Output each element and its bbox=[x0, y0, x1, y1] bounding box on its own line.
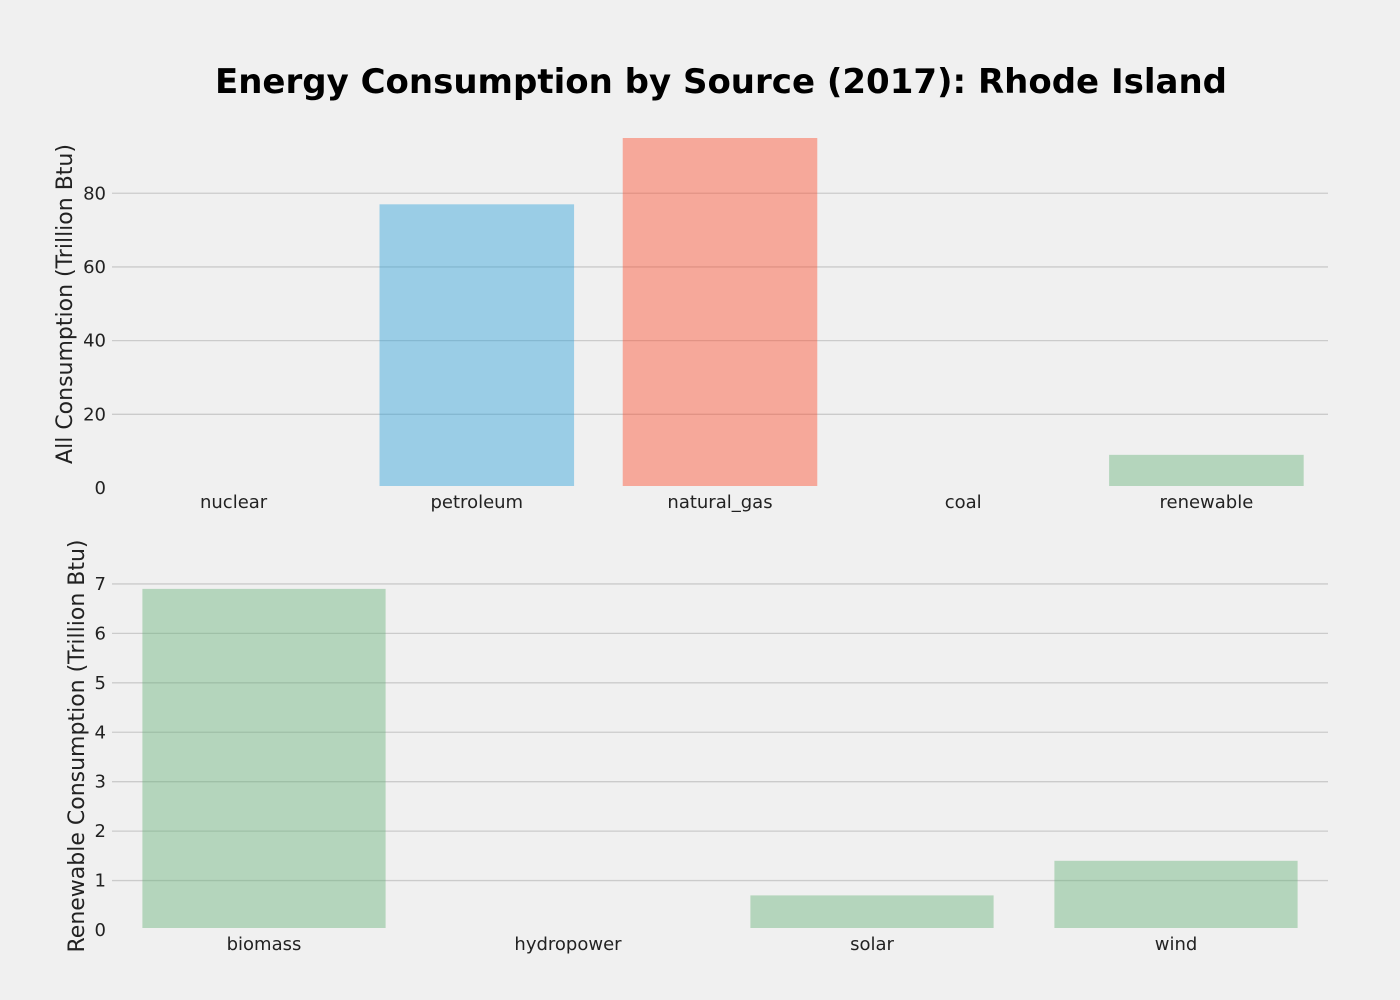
all-consumption-bar-renewable bbox=[1109, 454, 1304, 486]
all-consumption-x-tick-label-petroleum: petroleum bbox=[431, 492, 524, 513]
renewable-consumption-y-tick-label: 6 bbox=[95, 623, 106, 644]
renewable-consumption-bar-solar bbox=[750, 895, 994, 928]
all-consumption-bars bbox=[379, 138, 1304, 486]
renewable-consumption-x-tick-label-solar: solar bbox=[850, 934, 894, 955]
all-consumption-bar-petroleum bbox=[379, 204, 575, 486]
renewable-consumption-y-tick-label: 5 bbox=[95, 673, 106, 694]
renewable-consumption-y-ticks: 0 1 2 3 4 5 6 7 bbox=[95, 574, 106, 941]
all-consumption-y-tick-label: 40 bbox=[83, 331, 106, 352]
renewable-consumption-x-tick-label-wind: wind bbox=[1155, 934, 1198, 955]
renewable-consumption-bar-biomass bbox=[142, 588, 386, 928]
all-consumption-y-tick-label: 80 bbox=[83, 183, 106, 204]
renewable-consumption-bars bbox=[142, 588, 1298, 928]
renewable-consumption-y-tick-label: 2 bbox=[95, 821, 106, 842]
renewable-consumption-x-tick-label-biomass: biomass bbox=[227, 934, 302, 955]
all-consumption-y-tick-label: 0 bbox=[95, 478, 106, 499]
all-consumption-y-tick-label: 60 bbox=[83, 257, 106, 278]
renewable-consumption-bar-wind bbox=[1054, 860, 1298, 928]
renewable-consumption-gridlines bbox=[112, 583, 1328, 882]
all-consumption-x-tick-label-coal: coal bbox=[945, 492, 982, 513]
all-consumption-gridlines bbox=[112, 192, 1328, 415]
renewable-consumption-x-tick-label-hydropower: hydropower bbox=[514, 934, 622, 955]
renewable-consumption-y-axis-label: Renewable Consumption (Trillion Btu) bbox=[65, 539, 90, 952]
renewable-consumption-y-tick-label: 3 bbox=[95, 772, 106, 793]
renewable-consumption-y-tick-label: 4 bbox=[95, 722, 106, 743]
renewable-consumption-y-tick-label: 1 bbox=[95, 871, 106, 892]
renewable-consumption-y-tick-label: 7 bbox=[95, 574, 106, 595]
all-consumption-bar-natural-gas bbox=[622, 138, 818, 486]
all-consumption-x-ticks: nuclear petroleum natural_gas coal renewable bbox=[200, 492, 1253, 513]
all-consumption-panel: 0 20 40 60 80 nuclear petroleum natural_gas coa… bbox=[53, 138, 1328, 513]
all-consumption-x-tick-label-nuclear: nuclear bbox=[200, 492, 268, 513]
all-consumption-y-tick-label: 20 bbox=[83, 404, 106, 425]
chart-title: Energy Consumption by Source (2017): Rho… bbox=[215, 62, 1227, 102]
all-consumption-y-ticks: 0 20 40 60 80 bbox=[83, 183, 106, 499]
renewable-consumption-x-ticks: biomass hydropower solar wind bbox=[227, 934, 1198, 955]
all-consumption-x-tick-label-natural-gas: natural_gas bbox=[667, 492, 772, 513]
renewable-consumption-y-tick-label: 0 bbox=[95, 920, 106, 941]
all-consumption-y-axis-label: All Consumption (Trillion Btu) bbox=[53, 144, 78, 464]
renewable-consumption-panel: 0 1 2 3 4 5 6 7 biomass hydropower solar wind Rene… bbox=[65, 539, 1328, 955]
all-consumption-x-tick-label-renewable: renewable bbox=[1159, 492, 1253, 513]
